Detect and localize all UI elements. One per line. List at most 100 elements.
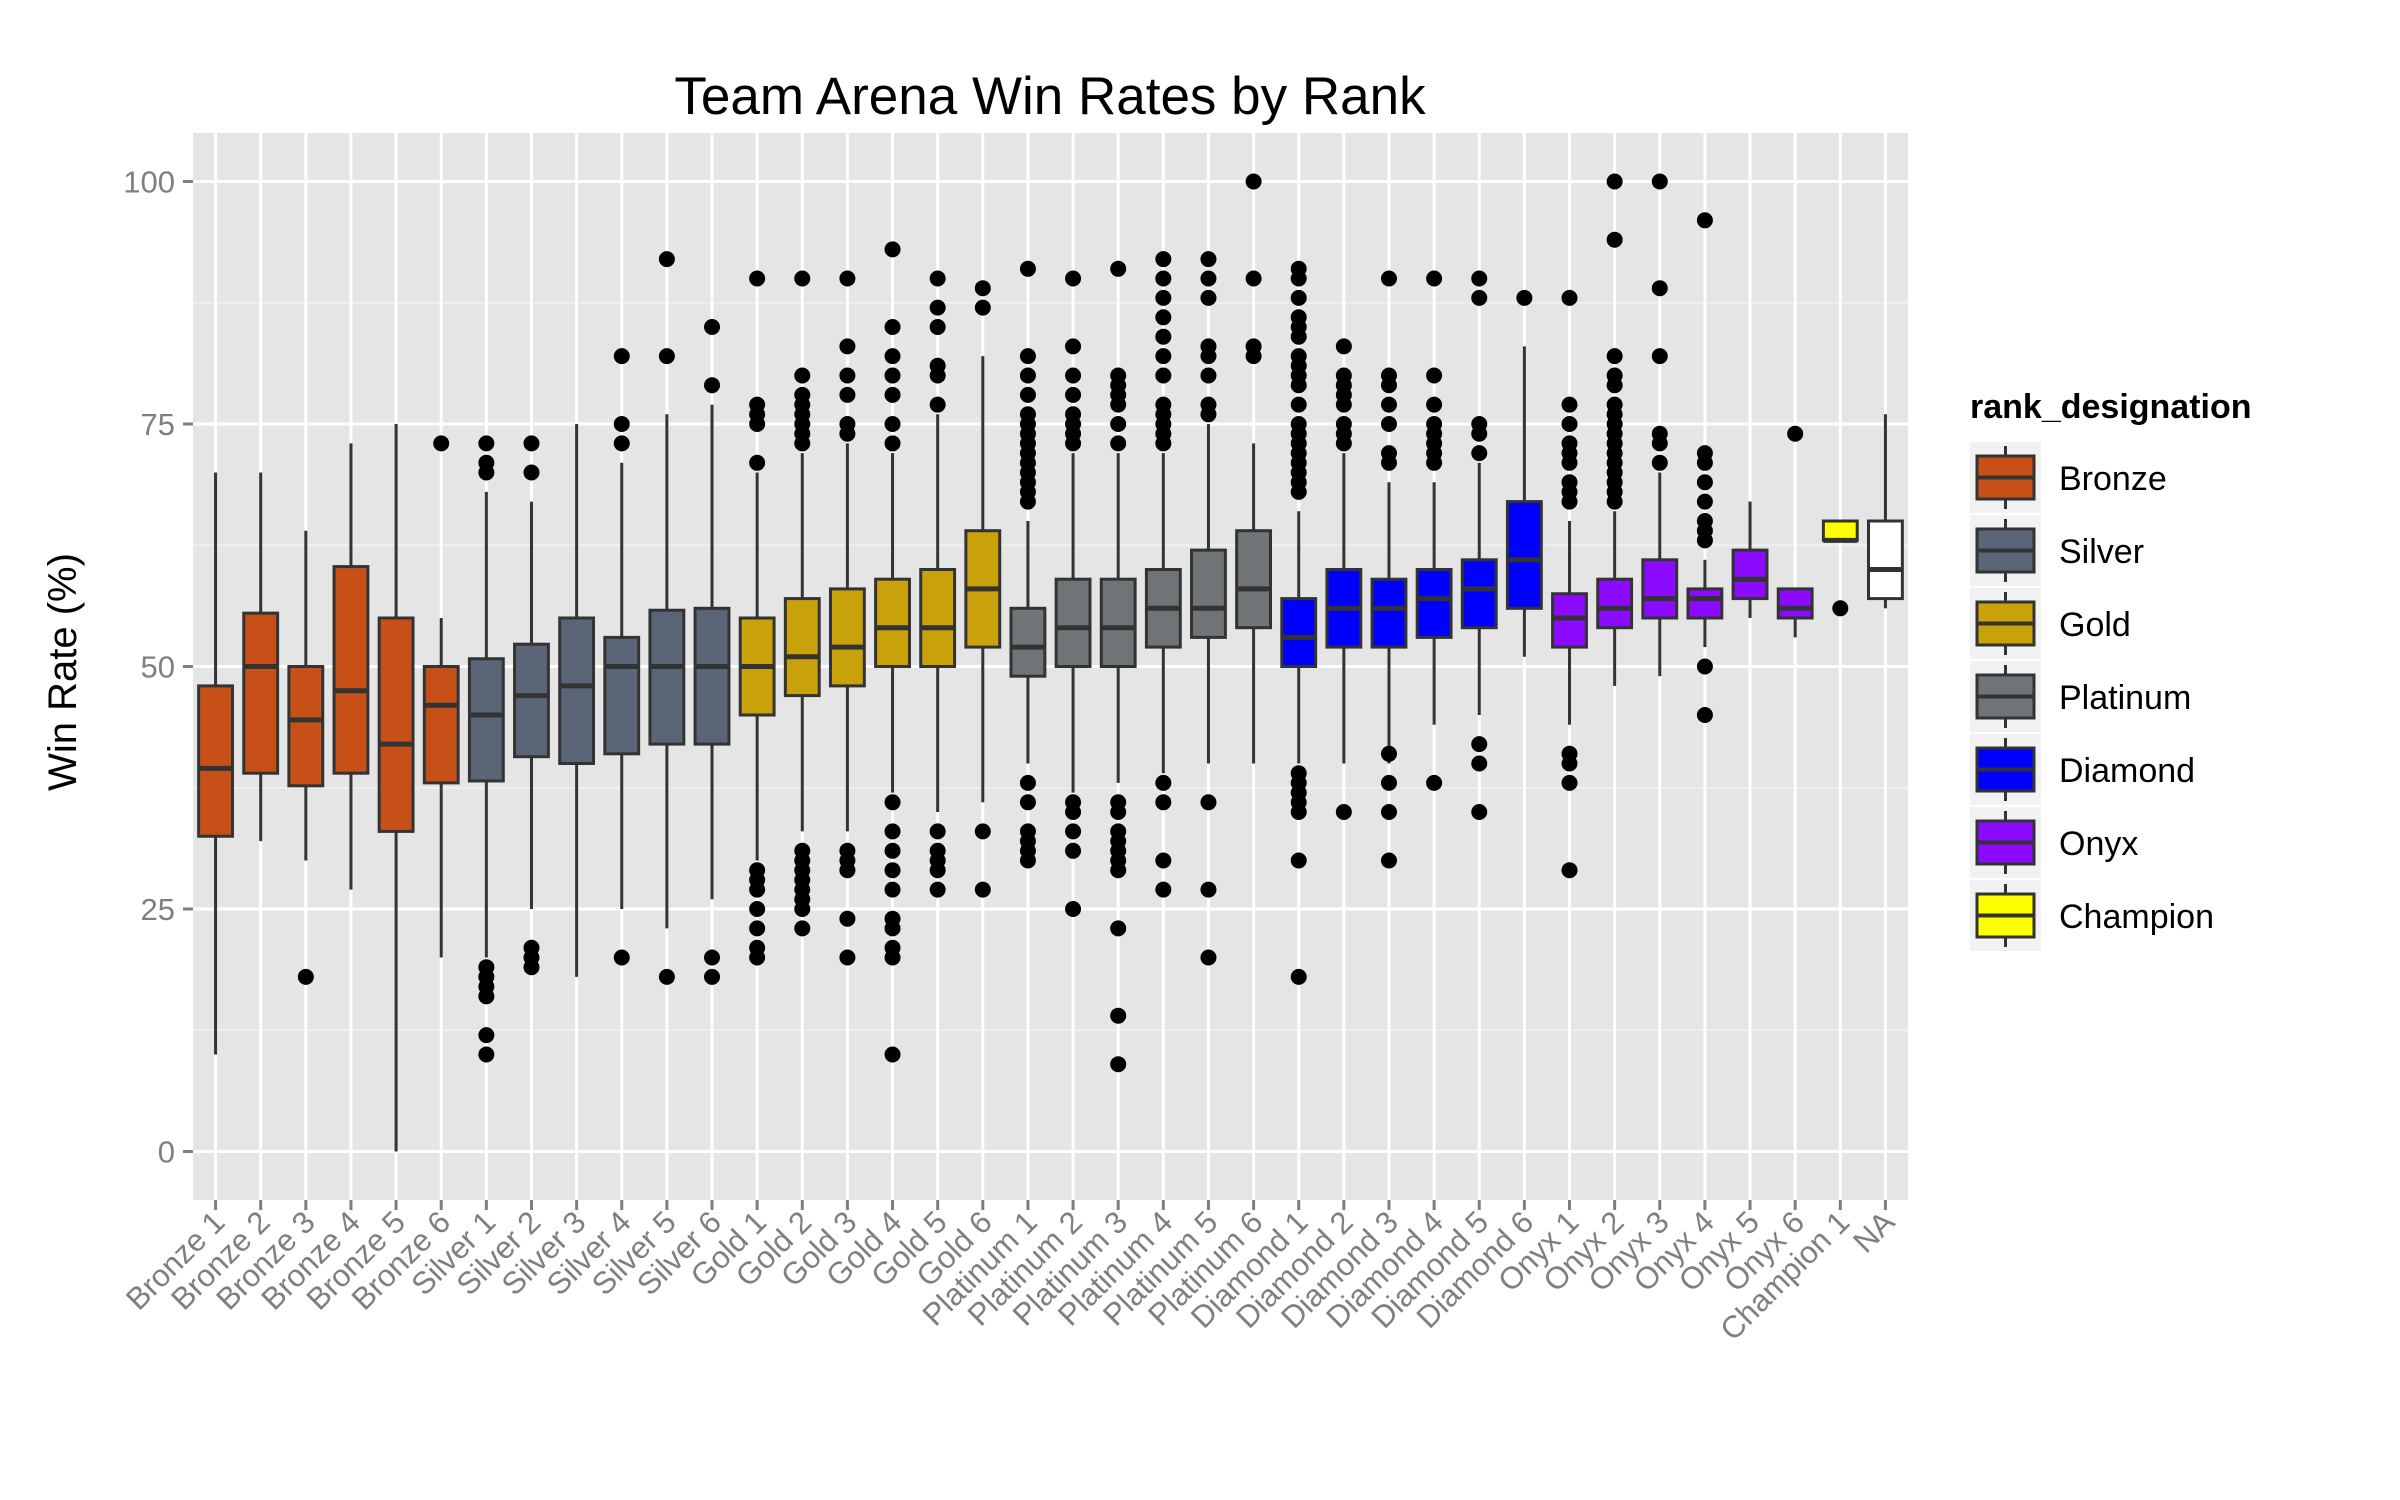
box [1596,577,1634,630]
box [1460,558,1498,630]
outlier-point [1065,367,1082,384]
outlier-point [1426,396,1443,413]
x-tick-label: NA [1846,1204,1901,1259]
outlier-point [1651,425,1668,442]
outlier-point [749,862,766,879]
outlier-point [884,348,901,365]
outlier-point [478,959,495,976]
box [648,608,686,746]
y-axis-ticks: 0 25 50 75 100 [123,165,193,1170]
outlier-point [1200,251,1217,268]
outlier-point [1380,416,1397,432]
boxes [197,500,1904,838]
outlier-point [1155,794,1172,811]
box [1821,519,1859,542]
legend-item: Diamond [1970,734,2195,805]
outlier-point [1471,270,1488,287]
outlier-point [1696,474,1713,491]
outlier-point [1019,406,1036,423]
outlier-point [749,454,766,471]
outlier-point [1380,396,1397,413]
box [197,684,234,838]
outlier-point [1380,367,1397,384]
outlier-point [884,842,901,859]
box [287,665,325,788]
outlier-point [839,842,856,859]
outlier-point [794,367,811,384]
outlier-point [1335,416,1352,432]
outlier-point [1426,270,1443,287]
outlier-point [1200,794,1217,811]
outlier-point [929,881,946,898]
outlier-point [1065,338,1082,355]
outlier-point [1200,367,1217,384]
legend-label: Gold [2059,606,2131,644]
legend-item: Onyx [1970,807,2138,878]
outlier-point [613,435,630,452]
outlier-point [1606,173,1623,190]
outlier-point [1019,794,1036,811]
outlier-point [929,299,946,316]
outlier-point [1065,823,1082,840]
outlier-point [1110,260,1127,277]
outlier-point [884,386,901,403]
outlier-point [1380,270,1397,287]
box [1099,577,1137,669]
outlier-point [794,842,811,859]
y-tick-label: 25 [141,892,175,927]
outlier-point [1200,338,1217,355]
y-tick-label: 100 [123,165,175,200]
box [828,587,866,688]
outlier-point [1110,435,1127,452]
outlier-point [929,270,946,287]
legend-label: Silver [2059,533,2144,571]
outlier-point [839,949,856,966]
box [1009,606,1047,678]
outlier-point [478,435,495,452]
outlier-point [704,319,721,335]
outlier-point [749,920,766,937]
outlier-point [1155,367,1172,384]
outlier-point [1200,949,1217,966]
outlier-point [794,386,811,403]
legend-label: Bronze [2059,460,2167,498]
outlier-point [1561,862,1578,879]
box [1370,577,1408,649]
outlier-point [1019,823,1036,840]
box [1867,519,1904,601]
outlier-point [523,939,540,956]
outlier-point [974,881,991,898]
outlier-point [929,357,946,374]
box [1731,548,1769,601]
legend-item: Gold [1970,588,2131,659]
outlier-point [1200,881,1217,898]
outlier-point [1335,804,1352,820]
outlier-point [1380,745,1397,762]
outlier-point [1155,881,1172,898]
outlier-point [1200,289,1217,306]
outlier-point [884,862,901,879]
outlier-point [884,881,901,898]
outlier-point [929,396,946,413]
outlier-point [749,901,766,917]
outlier-point [613,416,630,432]
outlier-point [1380,445,1397,462]
outlier-point [1155,774,1172,791]
box [1415,568,1453,639]
outlier-point [1606,396,1623,413]
box [1776,587,1814,620]
box [783,597,821,698]
outlier-point [1335,367,1352,384]
outlier-point [839,910,856,927]
outlier-point [297,968,314,985]
outlier-point [839,338,856,355]
outlier-point [794,920,811,937]
outlier-point [1290,348,1307,365]
legend-title: rank_designation [1970,388,2252,426]
outlier-point [1245,338,1262,355]
outlier-point [1561,774,1578,791]
outlier-point [523,435,540,452]
box [1280,597,1318,668]
outlier-point [1651,454,1668,471]
